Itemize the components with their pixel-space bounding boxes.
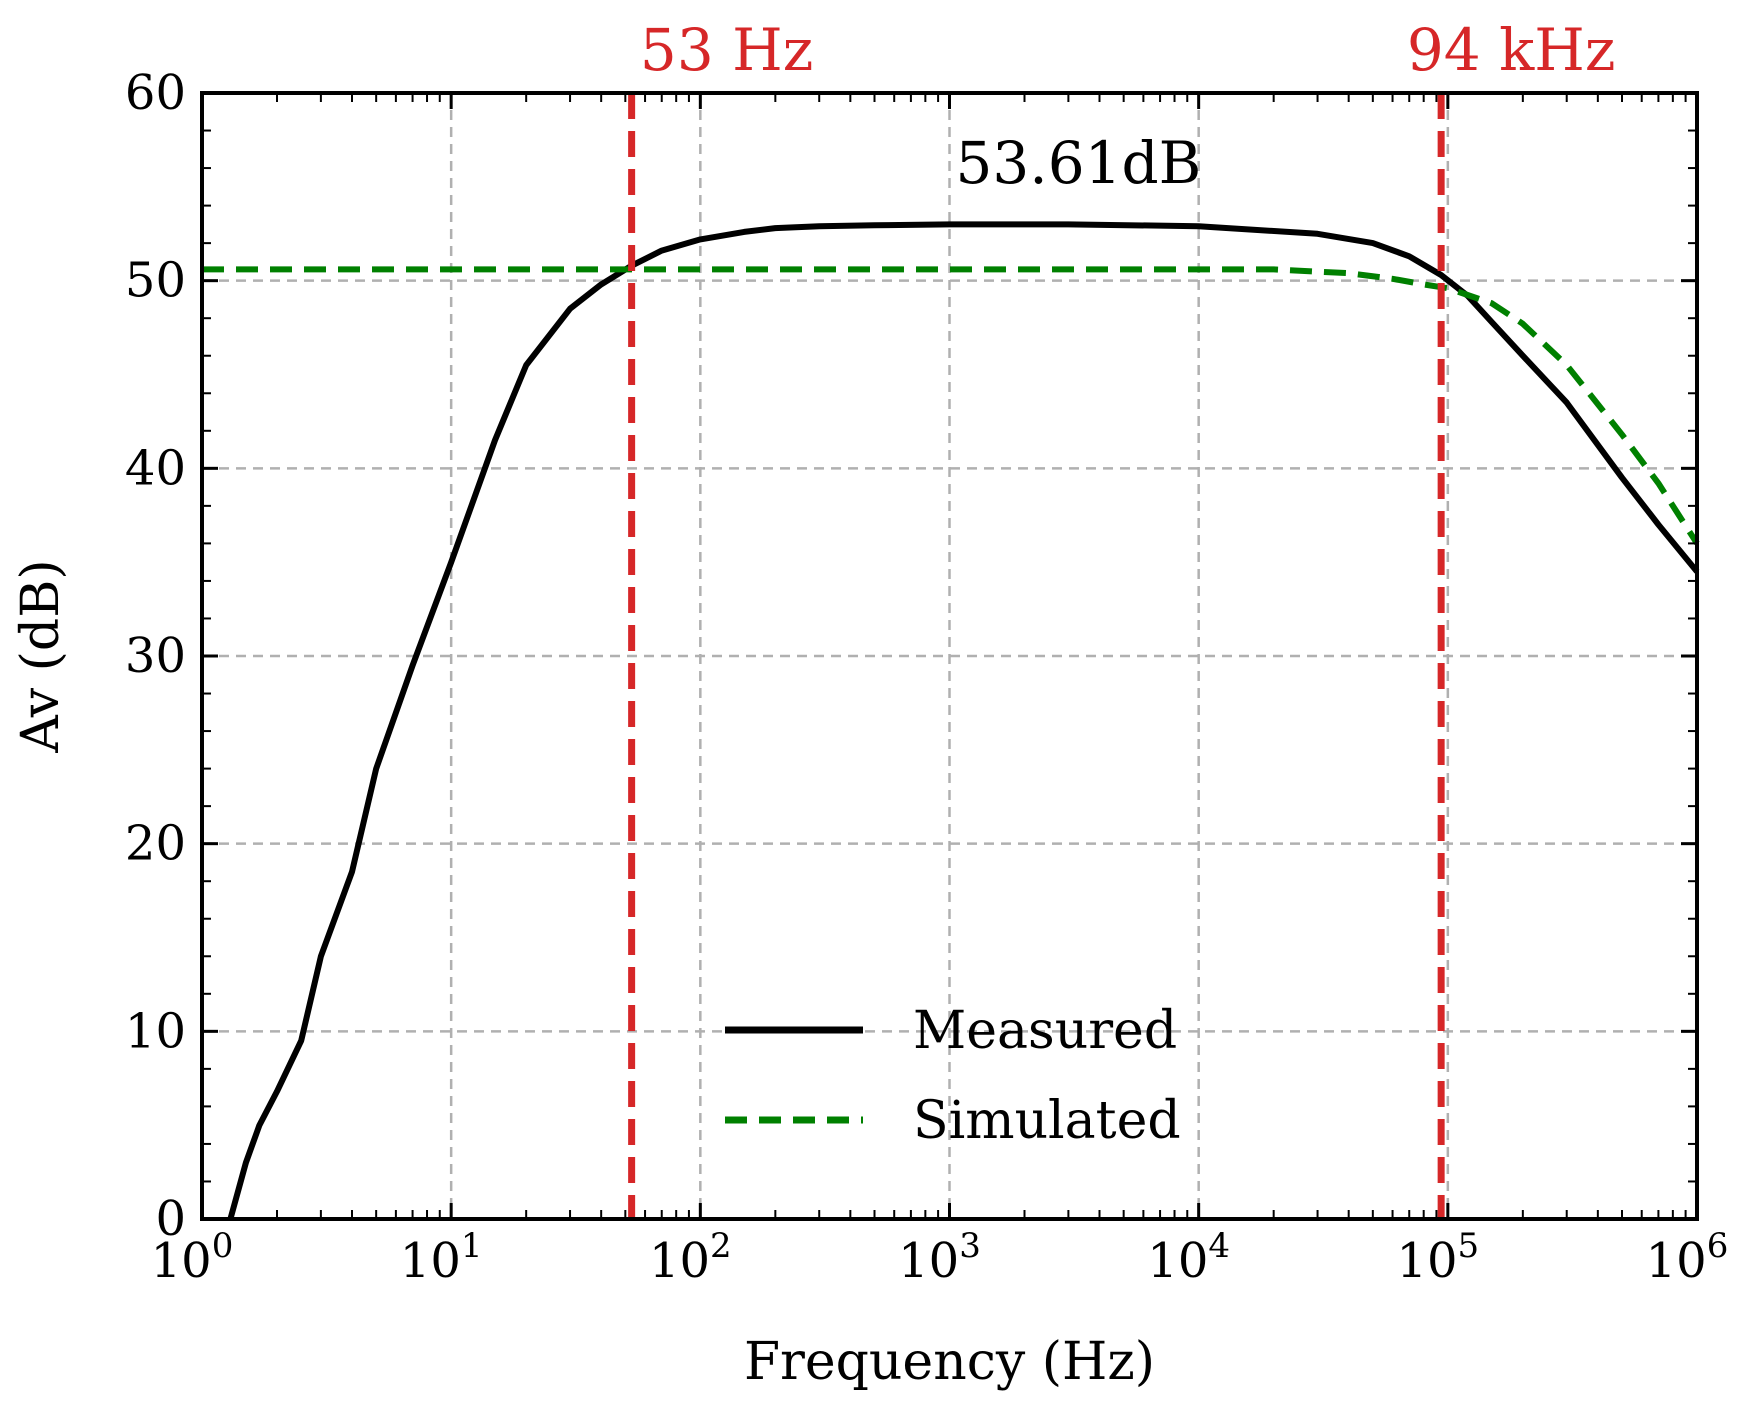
y-tick-label: 60 (125, 65, 186, 121)
y-tick-label: 50 (125, 253, 186, 309)
peak-gain-annotation: 53.61dB (955, 129, 1201, 197)
x-tick-label: 105 (1396, 1226, 1479, 1289)
series-line-simulated (202, 266, 1700, 546)
series-group (202, 221, 1700, 1220)
y-tick-label: 30 (125, 628, 186, 684)
legend-label-simulated: Simulated (913, 1091, 1181, 1151)
cutoff-label: 53 Hz (640, 16, 813, 84)
ticks: 100 101 102 103 104 105 106 0 10 20 30 40 50 60 (125, 65, 1728, 1289)
x-tick-label: 106 (1646, 1226, 1729, 1289)
cutoff-lines: 53 Hz 94 kHz (628, 16, 1616, 1219)
y-axis-label: Av (dB) (11, 559, 71, 753)
y-tick-label: 10 (125, 1003, 186, 1059)
x-tick-label: 104 (1147, 1226, 1230, 1289)
legend-label-measured: Measured (913, 1001, 1177, 1061)
series-line-measured (227, 221, 1700, 1220)
x-tick-label: 100 (151, 1226, 234, 1289)
legend: Measured Simulated (725, 1001, 1181, 1151)
x-tick-label: 103 (898, 1226, 981, 1289)
x-tick-label: 102 (649, 1226, 732, 1289)
x-tick-label: 101 (400, 1226, 483, 1289)
y-tick-label: 40 (125, 440, 186, 496)
x-axis-label: Frequency (Hz) (744, 1332, 1155, 1392)
y-tick-label: 20 (125, 816, 186, 872)
y-tick-label: 0 (155, 1191, 186, 1247)
cutoff-label: 94 kHz (1407, 16, 1616, 84)
